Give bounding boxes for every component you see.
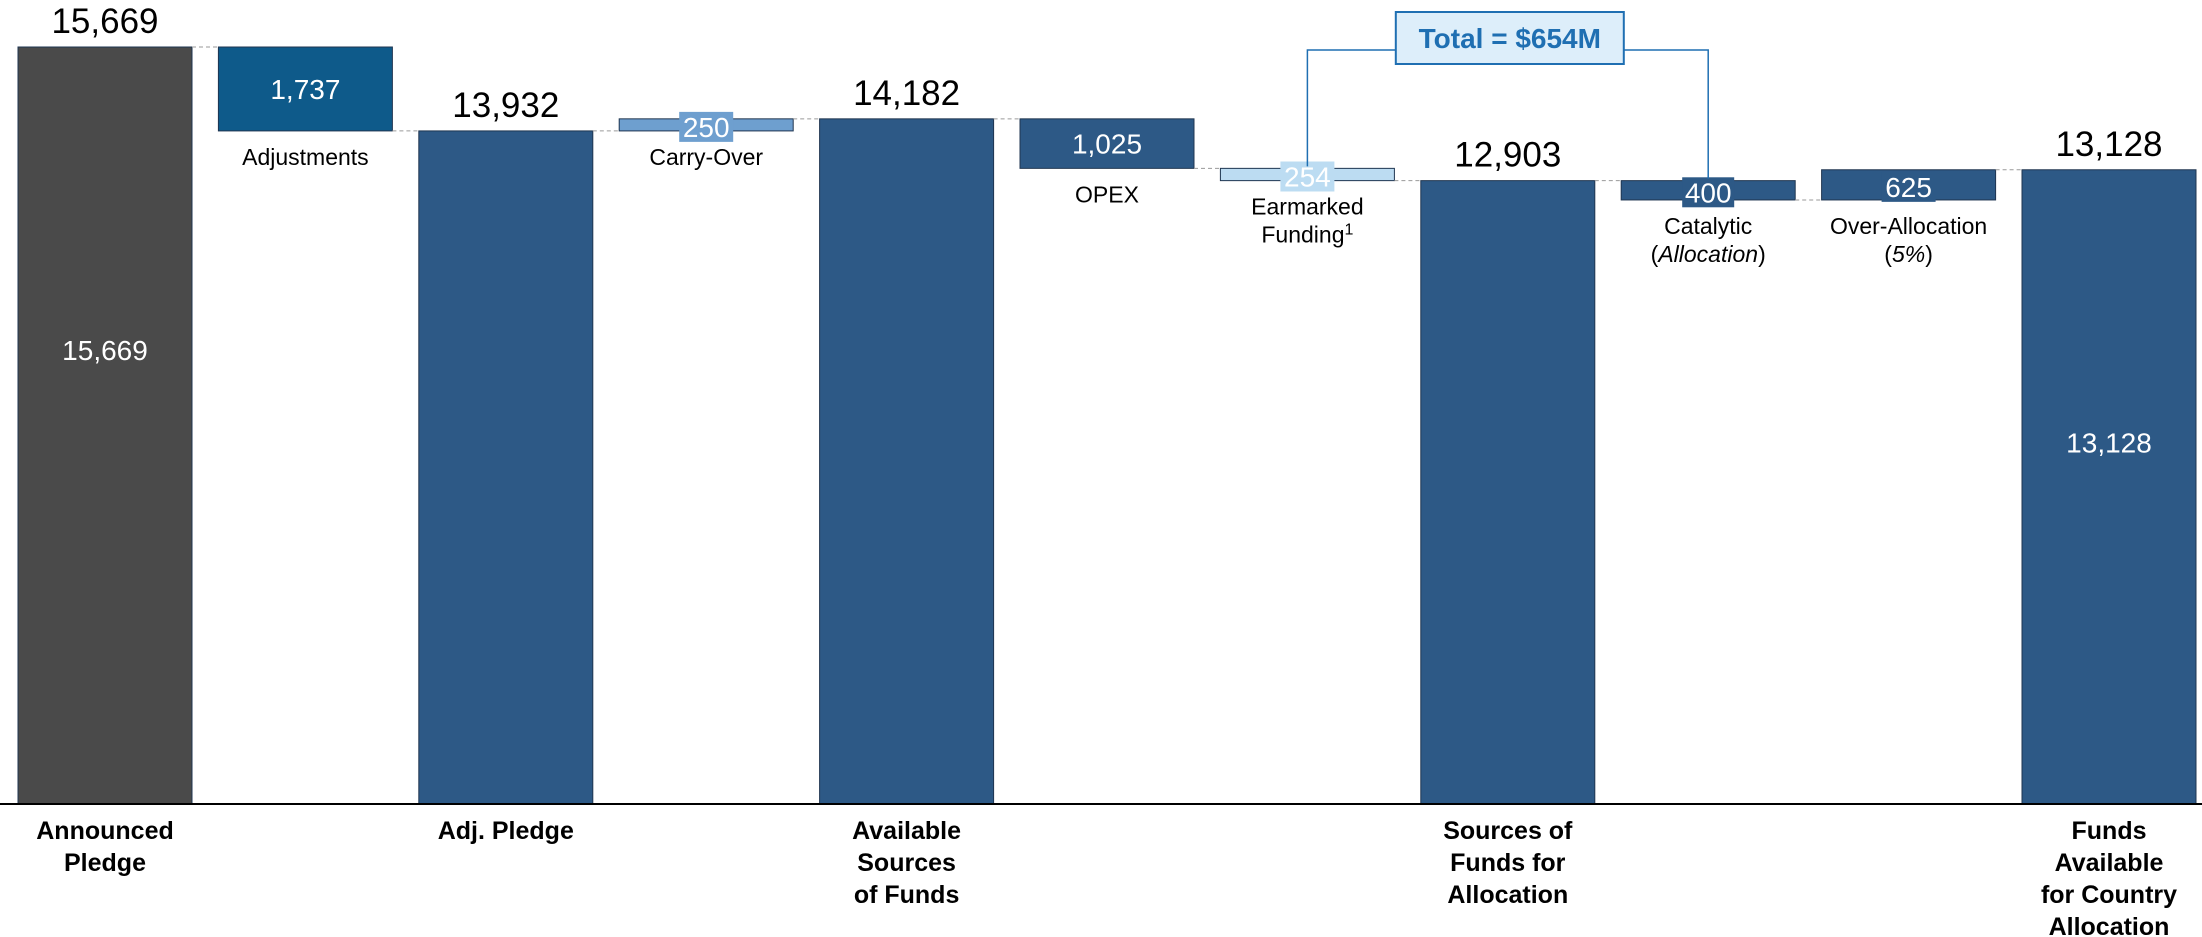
inside-label-opex: 1,025 [1072, 129, 1142, 160]
category-label-available: of Funds [854, 881, 960, 909]
inside-label-announced: 15,669 [62, 335, 148, 366]
inside-label-adjustments: 1,737 [270, 74, 340, 105]
category-label-adj-pledge: Adj. Pledge [438, 817, 574, 845]
callout-box [1394, 11, 1625, 65]
category-label-sources-alloc: Sources of [1443, 817, 1573, 845]
bar-adjustments [217, 46, 393, 132]
step-caption-earmarked: Earmarked [1251, 194, 1363, 220]
category-label-funds-country: Funds [2072, 817, 2147, 845]
step-caption-adjustments: Adjustments [242, 144, 369, 170]
bar-opex [1019, 118, 1195, 169]
category-label-sources-alloc: Allocation [1447, 881, 1568, 909]
category-label-funds-country: for Country [2041, 881, 2177, 909]
value-patch-earmarked [1280, 161, 1335, 192]
value-patch-over-alloc [1881, 171, 1936, 202]
step-caption-earmarked: Funding1 [1261, 222, 1353, 248]
category-label-announced: Announced [36, 817, 174, 845]
value-label-available: 14,182 [853, 74, 960, 113]
inside-label-carry-over: 250 [683, 112, 730, 143]
callout-text: Total = $654M [1419, 23, 1601, 54]
step-caption-catalytic: (Allocation) [1651, 241, 1766, 267]
value-patch-catalytic [1682, 177, 1735, 208]
step-caption-carry-over: Carry-Over [649, 144, 763, 170]
bars-layer [17, 46, 2197, 805]
category-label-available: Sources [857, 849, 956, 877]
bar-funds-country [2021, 169, 2197, 805]
callout-bracket [1306, 49, 1709, 179]
category-label-announced: Pledge [64, 849, 146, 877]
value-patch-carry-over [679, 111, 734, 142]
category-label-available: Available [852, 817, 961, 845]
step-caption-opex: OPEX [1075, 181, 1139, 207]
step-caption-over-alloc: (5%) [1884, 241, 1933, 267]
category-label-funds-country: Available [2055, 849, 2164, 877]
bar-available [819, 118, 995, 805]
value-label-announced: 15,669 [51, 2, 158, 41]
inside-label-funds-country: 13,128 [2066, 427, 2152, 458]
inside-label-over-alloc: 625 [1885, 172, 1932, 203]
category-label-funds-country: Allocation [2049, 913, 2170, 937]
step-caption-catalytic: Catalytic [1664, 213, 1752, 239]
bar-announced [17, 46, 193, 805]
value-label-sources-alloc: 12,903 [1454, 136, 1561, 175]
value-label-funds-country: 13,128 [2055, 125, 2162, 164]
inside-label-catalytic: 400 [1685, 177, 1732, 208]
step-caption-over-alloc: Over-Allocation [1830, 213, 1987, 239]
category-label-sources-alloc: Funds for [1450, 849, 1566, 877]
inside-label-earmarked: 254 [1284, 161, 1331, 192]
bar-adj-pledge [418, 130, 594, 805]
total-callout: Total = $654M [1306, 11, 1709, 179]
bar-sources-alloc [1420, 180, 1596, 805]
labels-layer: 15,669 15,669 Announced Pledge 1,737 Adjustme… [36, 2, 2177, 937]
value-label-adj-pledge: 13,932 [452, 86, 559, 125]
